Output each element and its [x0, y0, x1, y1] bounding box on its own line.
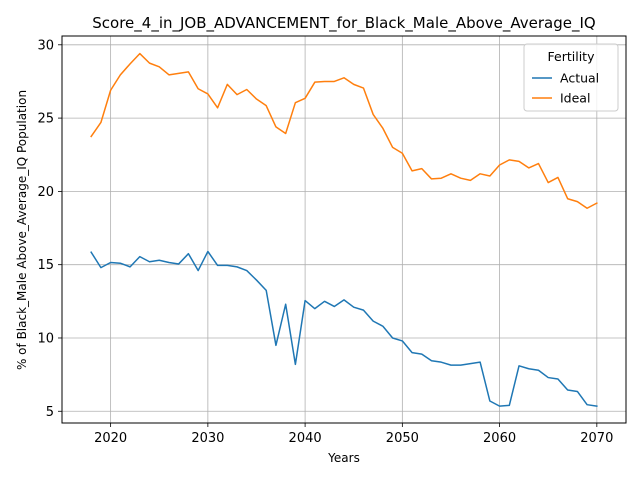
- series-line-actual: [90, 250, 598, 407]
- x-axis-label: Years: [327, 451, 360, 465]
- x-tick-label: 2020: [94, 431, 127, 446]
- x-tick-label: 2030: [191, 431, 224, 446]
- y-tick-label: 5: [46, 405, 54, 420]
- y-tick-label: 30: [37, 38, 54, 53]
- legend-label-actual: Actual: [560, 71, 599, 86]
- plot-frame: [61, 35, 627, 424]
- x-tick-label: 2060: [483, 431, 516, 446]
- y-tick-label: 15: [37, 258, 54, 273]
- legend: Fertility Actual Ideal: [523, 43, 619, 112]
- x-tick-label: 2040: [289, 431, 322, 446]
- y-axis: 5 10 15 20 25 30: [37, 38, 62, 420]
- y-tick-label: 25: [37, 112, 54, 127]
- legend-box: [523, 43, 619, 112]
- legend-title: Fertility: [548, 49, 596, 64]
- legend-label-ideal: Ideal: [560, 91, 590, 106]
- series-layer: [90, 52, 598, 407]
- series-line-ideal: [90, 52, 598, 209]
- y-tick-label: 20: [37, 185, 54, 200]
- chart-title: Score_4_in_JOB_ADVANCEMENT_for_Black_Mal…: [92, 14, 595, 33]
- x-tick-label: 2070: [580, 431, 613, 446]
- y-axis-label: % of Black_Male Above_Average_IQ Populat…: [15, 90, 29, 370]
- y-tick-label: 10: [37, 331, 54, 346]
- x-tick-label: 2050: [386, 431, 419, 446]
- x-axis: 2020 2030 2040 2050 2060 2070: [94, 423, 613, 446]
